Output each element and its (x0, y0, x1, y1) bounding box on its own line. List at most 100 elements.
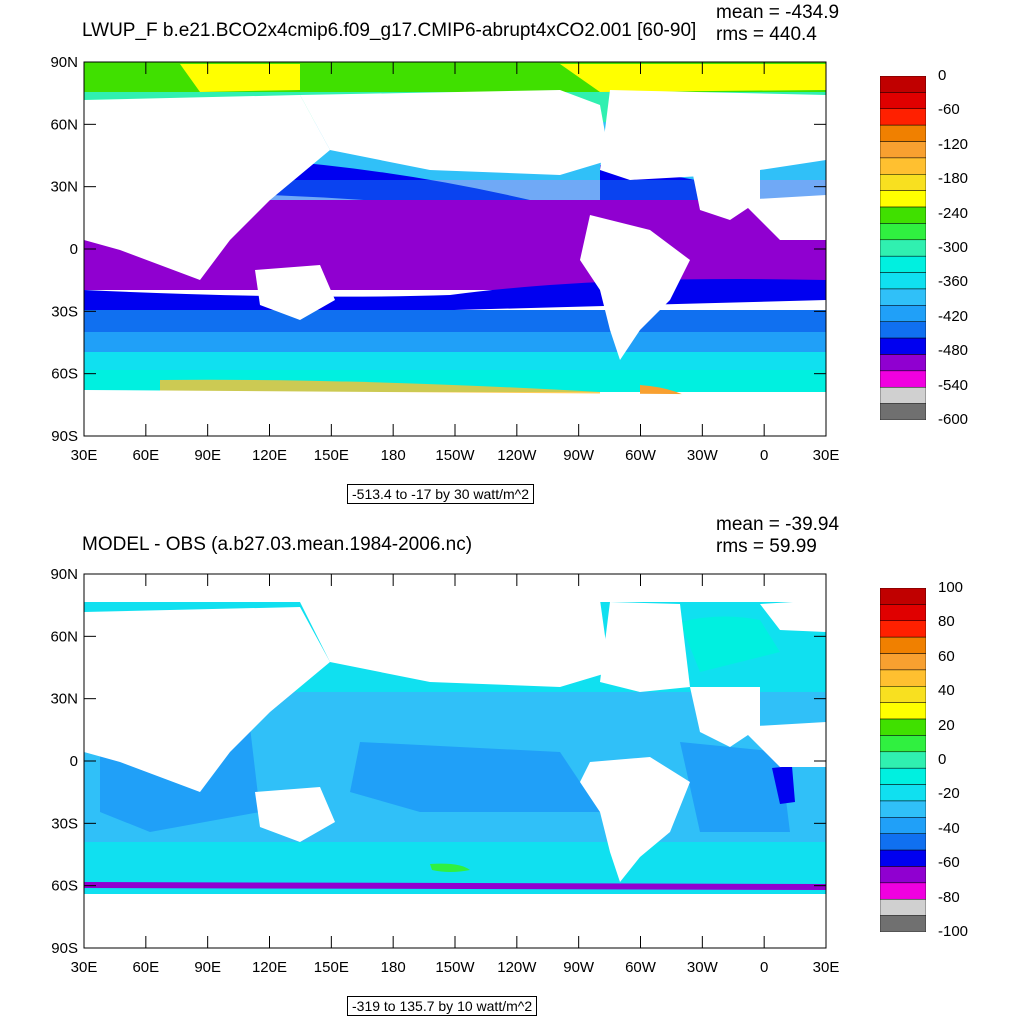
top-colorbar-swatch (879, 272, 927, 290)
top-lon-label: 150E (314, 447, 349, 464)
top-lon-label: 0 (760, 447, 768, 464)
bottom-colorbar-label: 40 (938, 682, 955, 700)
top-colorbar-label: -60 (938, 101, 960, 119)
top-colorbar-swatch (879, 157, 927, 175)
bottom-colorbar-label: 80 (938, 613, 955, 631)
bottom-colorbar-swatch (879, 849, 927, 867)
bottom-colorbar-swatch (879, 898, 927, 916)
bottom-colorbar-swatch (879, 669, 927, 687)
top-colorbar-label: -540 (938, 376, 969, 394)
top-lon-label: 30E (813, 447, 840, 464)
top-lat-label: 30S (51, 303, 78, 320)
top-colorbar-swatch (879, 206, 927, 224)
bottom-colorbar-swatch (879, 866, 927, 884)
bottom-map-title: MODEL - OBS (a.b27.03.mean.1984-2006.nc) (82, 534, 473, 555)
bottom-axis-ticks: 90N 60N 30N 0 30S 60S 90S 30E 60E 90E 120E 150E 180 1… (50, 566, 839, 976)
top-colorbar-label: -120 (938, 135, 969, 153)
bottom-lon-label: 30W (687, 959, 719, 976)
bottom-lon-label: 60E (132, 959, 159, 976)
bottom-colorbar-label: -20 (938, 785, 960, 803)
bottom-colorbar (879, 587, 927, 937)
top-lon-label: 120E (252, 447, 287, 464)
bottom-lat-label: 90N (50, 566, 78, 583)
bottom-lon-label: 120E (252, 959, 287, 976)
bottom-map-panel: MODEL - OBS (a.b27.03.mean.1984-2006.nc)… (0, 512, 1024, 1024)
bottom-map-plot: 90N 60N 30N 0 30S 60S 90S 30E 60E 90E 120E 150E 180 1… (50, 566, 839, 976)
bottom-lat-label: 30N (50, 691, 78, 708)
top-map-title: LWUP_F b.e21.BCO2x4cmip6.f09_g17.CMIP6-a… (82, 20, 697, 41)
top-lat-label: 60N (50, 116, 78, 133)
top-lon-label: 180 (381, 447, 406, 464)
top-colorbar-swatch (879, 255, 927, 273)
top-lon-label: 90E (194, 447, 221, 464)
bottom-lat-label: 60S (51, 878, 78, 895)
top-lon-label: 150W (435, 447, 475, 464)
bottom-colorbar-swatch (879, 636, 927, 654)
top-lon-label: 120W (497, 447, 537, 464)
bottom-colorbar-swatch (879, 915, 927, 933)
top-colorbar-label: -300 (938, 239, 969, 256)
top-colorbar (879, 75, 927, 425)
top-lat-label: 90S (51, 428, 78, 445)
bottom-lat-label: 0 (70, 753, 78, 770)
bottom-lon-label: 60W (625, 959, 657, 976)
bottom-mean-stat: mean = -39.94 (716, 514, 840, 535)
top-colorbar-swatch (879, 75, 927, 93)
bottom-land-mask (84, 600, 826, 948)
top-colorbar-swatch (879, 337, 927, 355)
top-colorbar-label: -180 (938, 170, 969, 188)
bottom-colorbar-swatch (879, 767, 927, 785)
bottom-lon-label: 150E (314, 959, 349, 976)
top-colorbar-swatch (879, 370, 927, 388)
bottom-colorbar-swatch (879, 751, 927, 769)
top-colorbar-swatch (879, 141, 927, 159)
top-lat-label: 0 (70, 241, 78, 258)
bottom-colorbar-swatch (879, 735, 927, 753)
bottom-lon-label: 120W (497, 959, 537, 976)
bottom-colorbar-swatch (879, 686, 927, 703)
top-lat-label: 90N (50, 54, 78, 71)
bottom-lon-label: 30E (71, 959, 98, 976)
bottom-colorbar-label: 20 (938, 716, 955, 734)
top-colorbar-label: -480 (938, 342, 969, 360)
bottom-lat-label: 30S (51, 815, 78, 832)
top-colorbar-label: 0 (938, 67, 947, 84)
top-colorbar-label: -420 (938, 307, 969, 325)
top-colorbar-swatch (879, 305, 927, 322)
top-colorbar-swatch (879, 354, 927, 372)
bottom-colorbar-swatch (879, 784, 927, 802)
top-colorbar-label: -360 (938, 273, 969, 291)
top-colorbar-swatch (879, 124, 927, 142)
top-rms-stat: rms = 440.4 (716, 24, 817, 45)
bottom-colorbar-label: 100 (938, 579, 964, 596)
bottom-colorbar-swatch (879, 587, 927, 605)
top-colorbar-swatch (879, 223, 927, 241)
top-colorbar-swatch (879, 108, 927, 126)
bottom-lon-label: 150W (435, 959, 475, 976)
top-lon-label: 60W (625, 447, 657, 464)
top-colorbar-swatch (879, 190, 927, 208)
bottom-lon-label: 0 (760, 959, 768, 976)
bottom-lon-label: 180 (381, 959, 406, 976)
top-colorbar-swatch (879, 239, 927, 257)
bottom-colorbar-label: -60 (938, 854, 960, 872)
bottom-colorbar-label: -80 (938, 888, 960, 906)
top-colorbar-swatch (879, 386, 927, 404)
bottom-colorbar-swatch (879, 817, 927, 834)
bottom-lon-label: 30E (813, 959, 840, 976)
top-lon-label: 90W (563, 447, 595, 464)
bottom-colorbar-label: -100 (938, 923, 969, 940)
bottom-colorbar-label: 60 (938, 647, 955, 665)
top-land-mask (84, 90, 826, 436)
bottom-colorbar-swatch (879, 833, 927, 851)
top-colorbar-label: -240 (938, 204, 969, 222)
top-lat-label: 30N (50, 179, 78, 196)
top-colorbar-swatch (879, 92, 927, 110)
bottom-colorbar-swatch (879, 604, 927, 622)
top-colorbar-label: -600 (938, 411, 969, 428)
top-colorbar-swatch (879, 403, 927, 421)
top-lon-label: 30E (71, 447, 98, 464)
bottom-lon-label: 90E (194, 959, 221, 976)
bottom-lat-label: 60N (50, 628, 78, 645)
top-colorbar-swatch (879, 288, 927, 306)
